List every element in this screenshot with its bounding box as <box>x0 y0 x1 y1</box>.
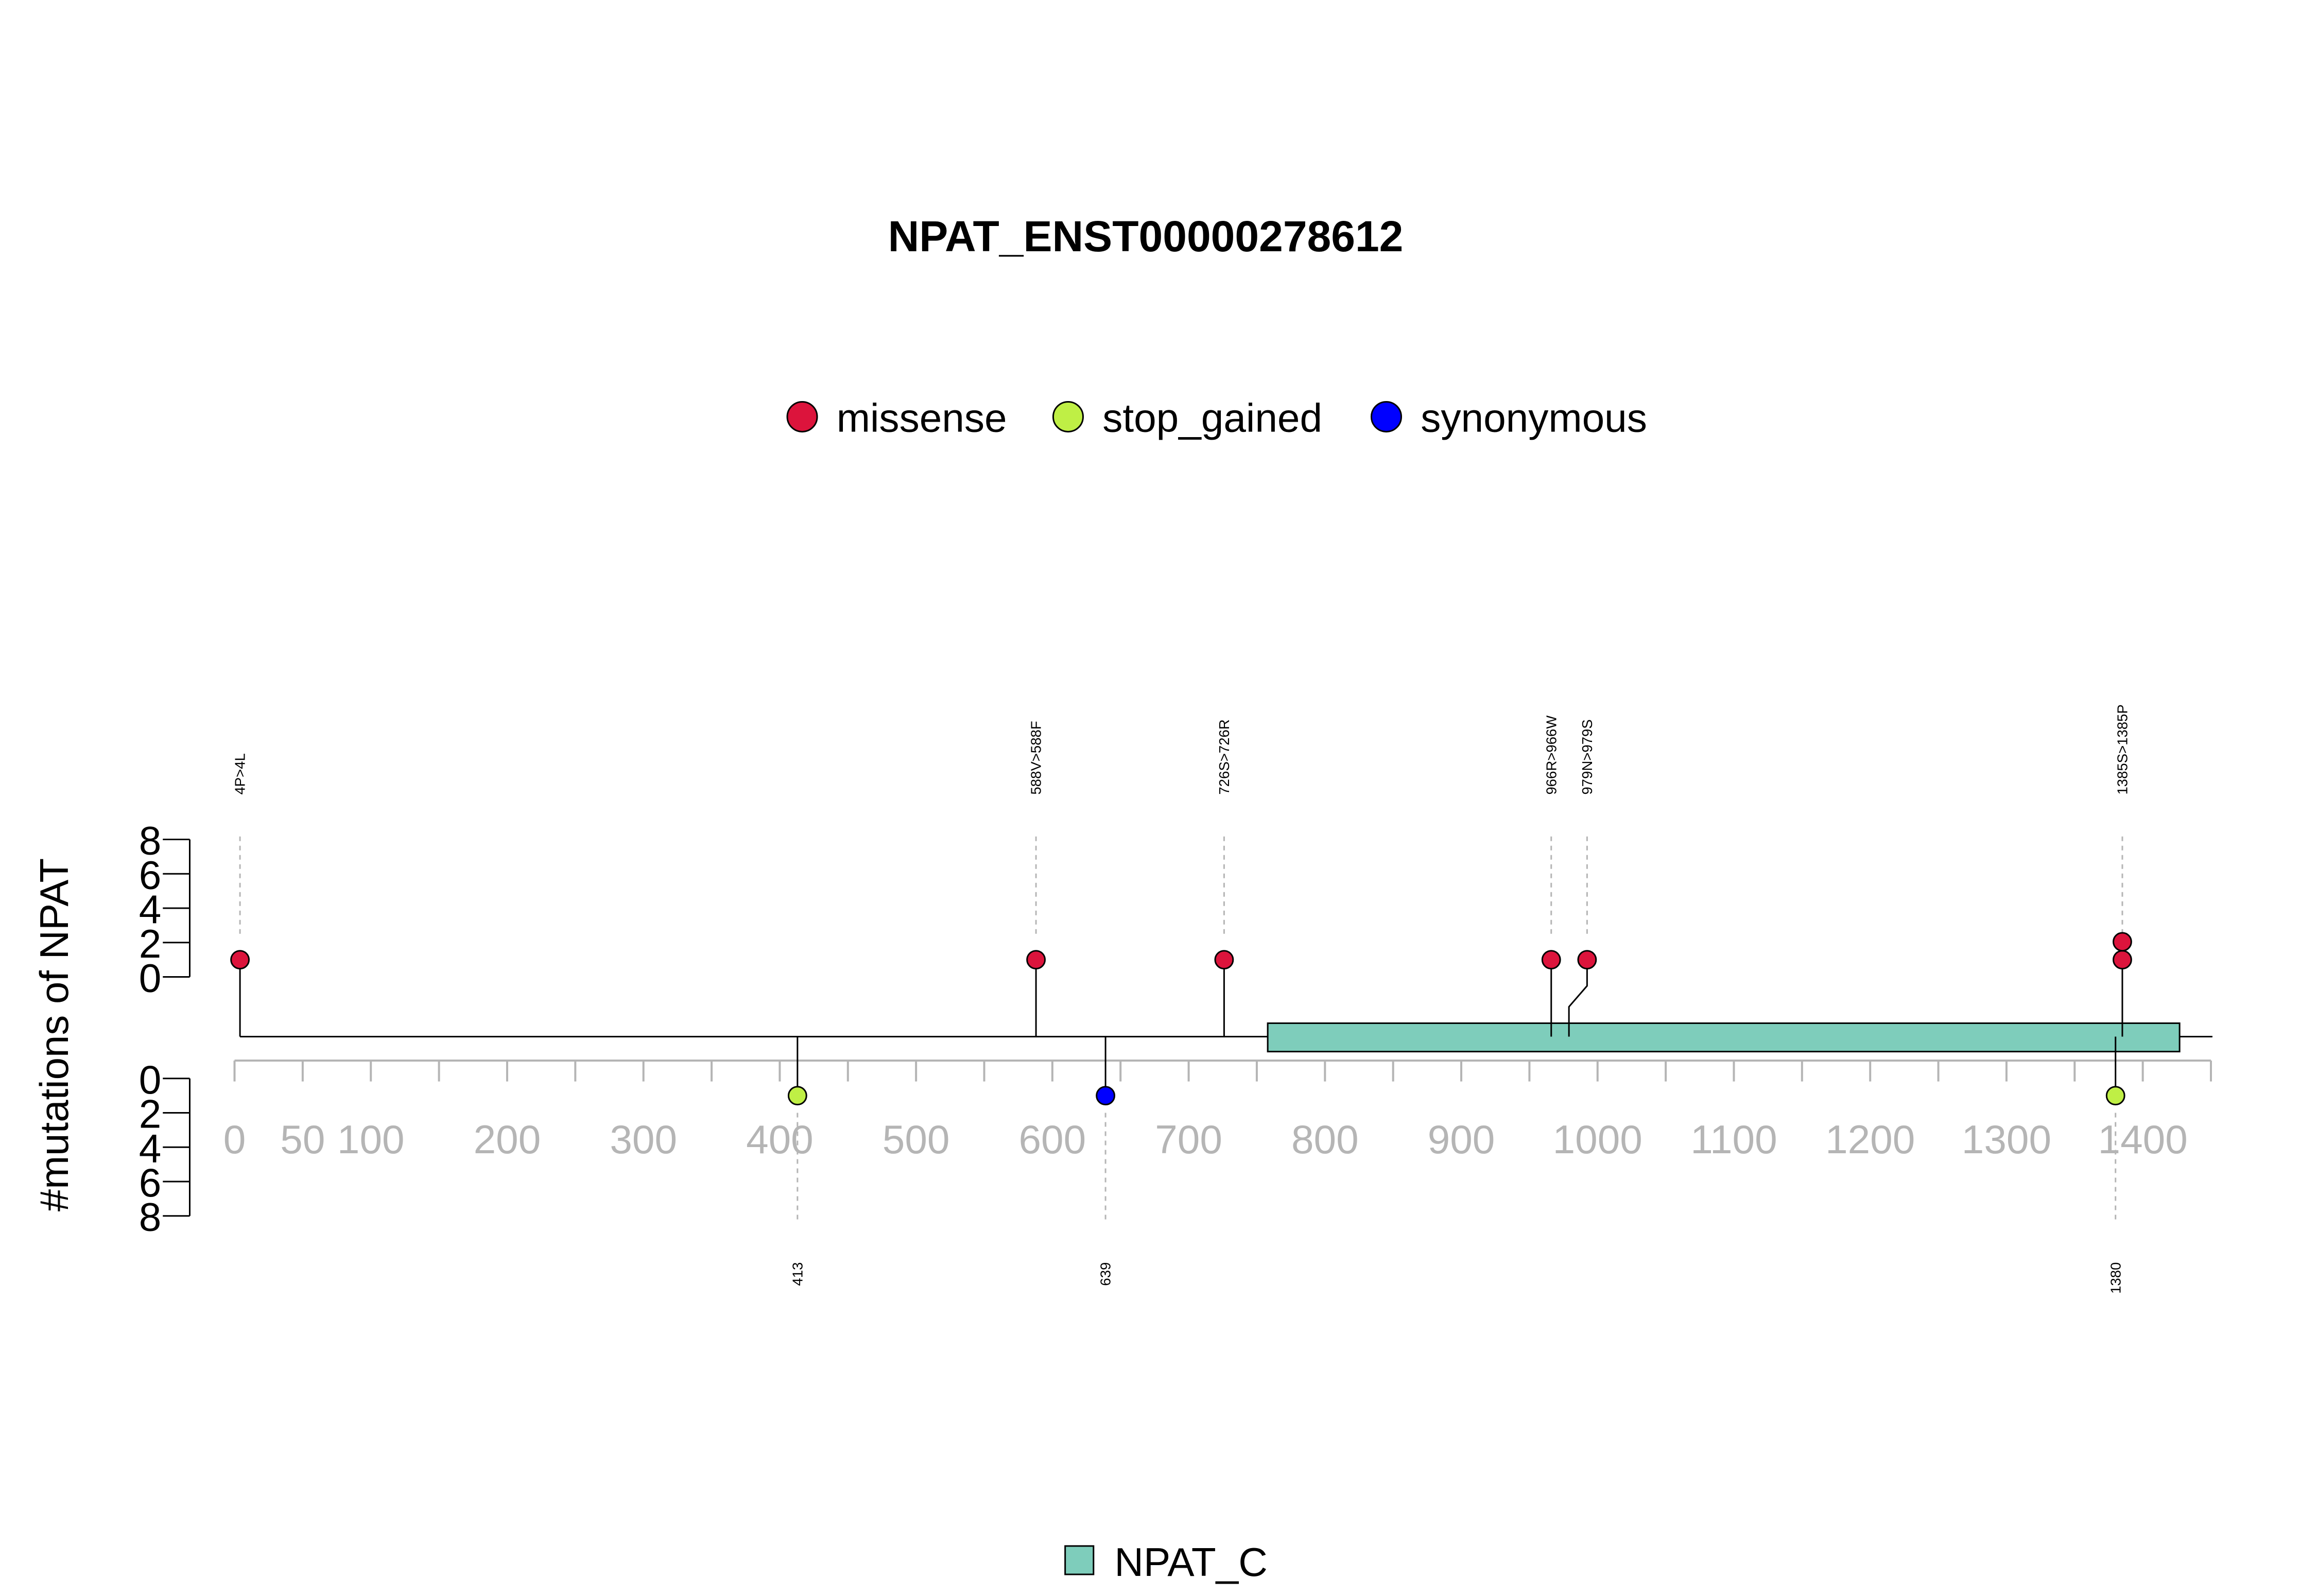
y-axis-label: #mutations of NPAT <box>31 858 77 1211</box>
x-tick-label: 200 <box>474 1117 541 1162</box>
legend-label-synonymous: synonymous <box>1421 395 1647 440</box>
label-979n-979s: 979N>979S <box>1579 719 1595 794</box>
head-726s-726r <box>1214 950 1234 970</box>
domain-legend: NPAT_C <box>1064 1539 1268 1585</box>
x-tick-label: 700 <box>1155 1117 1222 1162</box>
x-tick-label: 400 <box>746 1117 814 1162</box>
x-tick-label: 600 <box>1019 1117 1086 1162</box>
lollipop-heads <box>230 932 2132 1106</box>
legend-label-stop-gained: stop_gained <box>1102 395 1322 440</box>
lower-y-tick-label: 8 <box>139 1194 162 1240</box>
lower-y-tick-label: 4 <box>139 1125 162 1171</box>
lower-y-tick-label: 2 <box>139 1091 162 1137</box>
label-4p-4l: 4P>4L <box>232 753 248 794</box>
upper-y-tick-label: 8 <box>139 818 162 863</box>
legend-label-missense: missense <box>837 395 1007 440</box>
x-tick-label: 1000 <box>1553 1117 1642 1162</box>
lower-y-tick-label: 0 <box>139 1057 162 1102</box>
head-4p-4l <box>230 950 250 970</box>
x-tick-label: 100 <box>337 1117 405 1162</box>
upper-y-tick-label: 2 <box>139 921 162 966</box>
label-966r-966w: 966R>966W <box>1543 716 1559 795</box>
label-1385s-1385p: 1385S>1385P <box>2115 704 2131 794</box>
head-1380 <box>2105 1086 2125 1106</box>
upper-y-tick-label: 4 <box>139 887 162 932</box>
label-1380: 1380 <box>2107 1262 2123 1294</box>
domain-legend-label-npat-c: NPAT_C <box>1114 1539 1267 1585</box>
chart-title: NPAT_ENST00000278612 <box>888 212 1404 261</box>
x-tick-label: 50 <box>280 1117 325 1162</box>
x-tick-label: 0 <box>223 1117 246 1162</box>
head-413 <box>787 1086 807 1106</box>
mutation-type-legend: missense stop_gained synonymous <box>786 395 1647 440</box>
head-588v-588f <box>1026 950 1046 970</box>
head-1385s-1385p <box>2113 950 2132 970</box>
head-979n-979s <box>1577 950 1597 970</box>
x-tick-label: 500 <box>883 1117 950 1162</box>
x-tick-label: 1200 <box>1825 1117 1915 1162</box>
upper-y-tick-label: 6 <box>139 852 162 897</box>
mutation-guide-lines <box>239 836 2123 1222</box>
x-tick-label: 1400 <box>2098 1117 2188 1162</box>
domain-legend-swatch-npat-c <box>1064 1545 1095 1575</box>
x-tick-label: 1300 <box>1962 1117 2051 1162</box>
label-639: 639 <box>1098 1262 1114 1286</box>
head-639 <box>1096 1086 1116 1106</box>
protein-domains <box>1267 1022 2181 1053</box>
head-966r-966w <box>1541 950 1561 970</box>
label-588v-588f: 588V>588F <box>1028 721 1044 794</box>
legend-marker-stop-gained <box>1052 401 1084 432</box>
label-413: 413 <box>789 1262 805 1286</box>
lower-y-tick-label: 6 <box>139 1160 162 1205</box>
domain-npat-c <box>1267 1022 2181 1053</box>
x-tick-label: 800 <box>1291 1117 1359 1162</box>
x-tick-label: 1100 <box>1690 1117 1777 1162</box>
x-tick-label: 900 <box>1428 1117 1495 1162</box>
head-1385s-1385p <box>2113 932 2132 952</box>
stem-979n-979s <box>1568 960 1588 1037</box>
mutation-labels: 4P>4L 588V>588F 726S>726R 966R>966W 979N>979… <box>232 704 2131 1294</box>
lollipop-stems <box>239 960 2123 1096</box>
label-726s-726r: 726S>726R <box>1216 719 1232 794</box>
upper-y-tick-label: 0 <box>139 955 162 1000</box>
legend-marker-synonymous <box>1370 401 1402 432</box>
legend-marker-missense <box>786 401 818 432</box>
x-tick-label: 300 <box>610 1117 677 1162</box>
